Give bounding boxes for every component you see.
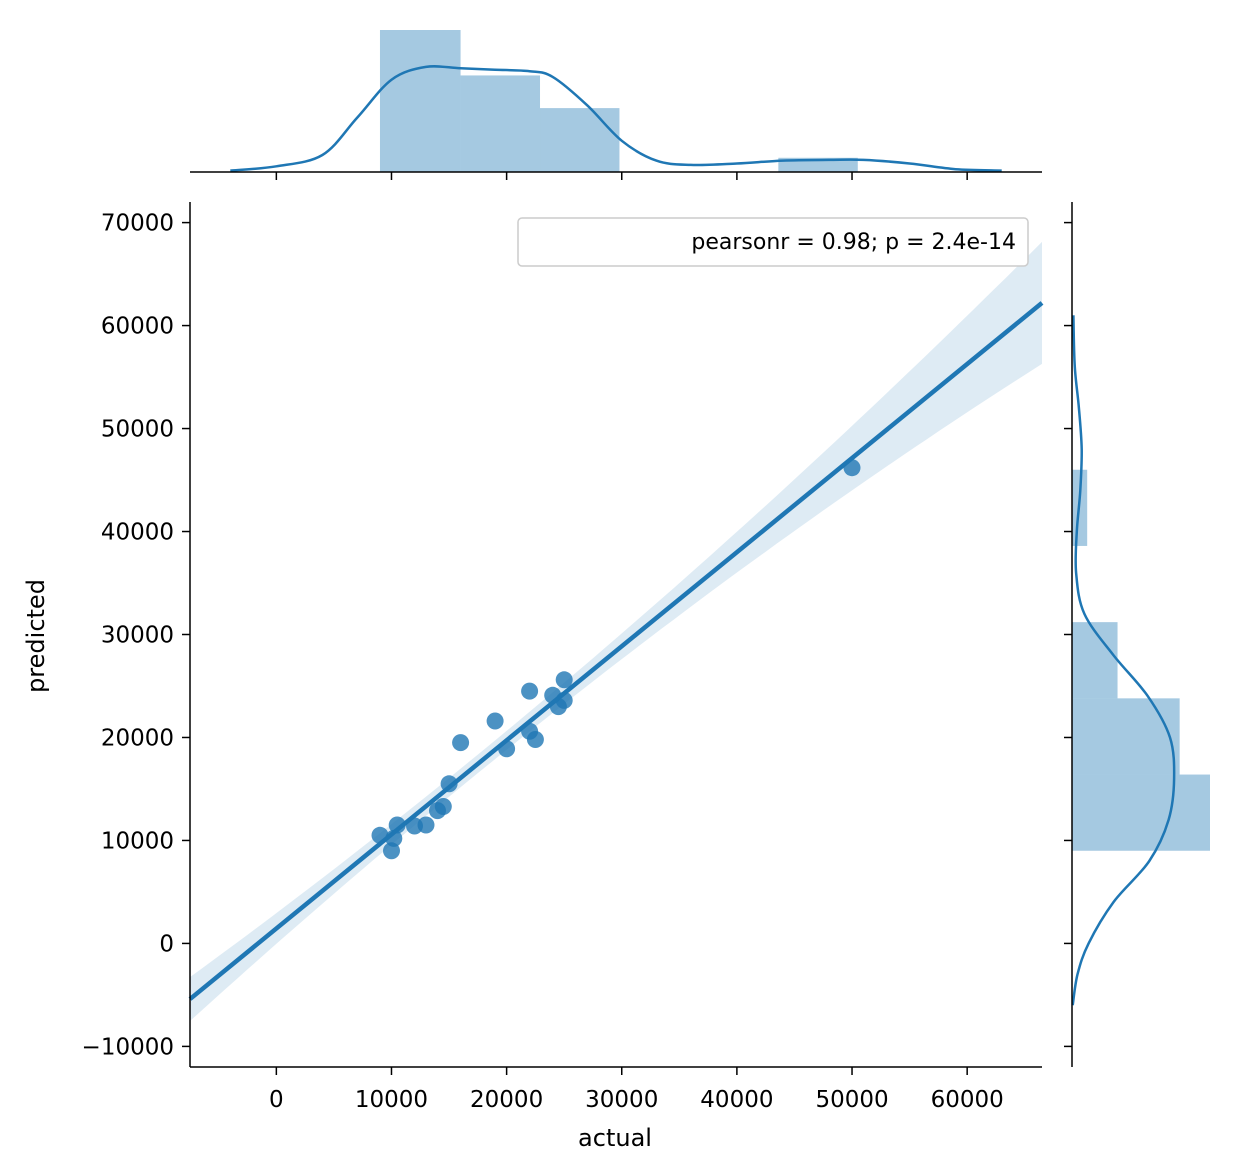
x-tick-label: 20000: [470, 1087, 543, 1113]
right-hist-bar: [1072, 698, 1180, 775]
y-tick-label: −10000: [82, 1034, 174, 1060]
data-point: [434, 798, 452, 815]
y-tick-label: 10000: [101, 828, 174, 854]
y-tick-label: 40000: [101, 520, 174, 546]
y-axis-title: predicted: [22, 579, 50, 693]
x-tick-label: 10000: [355, 1087, 428, 1113]
data-point: [555, 671, 573, 689]
confidence-band: [190, 241, 1042, 1021]
top-kde-curve: [230, 65, 1002, 172]
right-marginal-histogram: [1064, 202, 1210, 1067]
data-point: [417, 816, 435, 834]
legend-box: [517, 217, 1029, 267]
legend: pearsonr = 0.98; p = 2.4e-14: [517, 217, 1029, 267]
right-hist-bar: [1072, 774, 1210, 851]
legend-annotation: pearsonr = 0.98; p = 2.4e-14: [691, 230, 1016, 255]
y-tick-label: 70000: [101, 211, 174, 237]
regression-line: [188, 301, 1044, 1001]
top-hist-bar: [460, 75, 541, 172]
data-point: [526, 731, 544, 748]
x-tick-label: 60000: [931, 1087, 1004, 1113]
top-hist-bar: [540, 108, 620, 172]
data-point: [388, 816, 406, 834]
data-point: [452, 734, 470, 752]
top-hist-bar: [379, 30, 461, 172]
y-tick-label: 20000: [101, 725, 174, 751]
data-point: [486, 712, 504, 730]
y-tick-label: 50000: [101, 417, 174, 443]
y-tick-label: 60000: [101, 314, 174, 340]
x-axis-title: actual: [578, 1124, 652, 1152]
x-tick-label: 40000: [700, 1087, 773, 1113]
top-marginal-histogram: [190, 30, 1042, 180]
x-tick-label: 50000: [815, 1087, 888, 1113]
x-tick-label: 30000: [585, 1087, 658, 1113]
x-tick-label: 0: [269, 1087, 284, 1113]
right-hist-bar: [1072, 622, 1118, 699]
y-tick-label: 30000: [101, 623, 174, 649]
y-tick-label: 0: [159, 931, 174, 957]
data-point: [521, 682, 539, 700]
right-kde-curve: [1071, 315, 1176, 1006]
main-scatter-plot: 0 10000 20000 30000 40000 50000 60000 −10000 0 10…: [82, 202, 1044, 1113]
